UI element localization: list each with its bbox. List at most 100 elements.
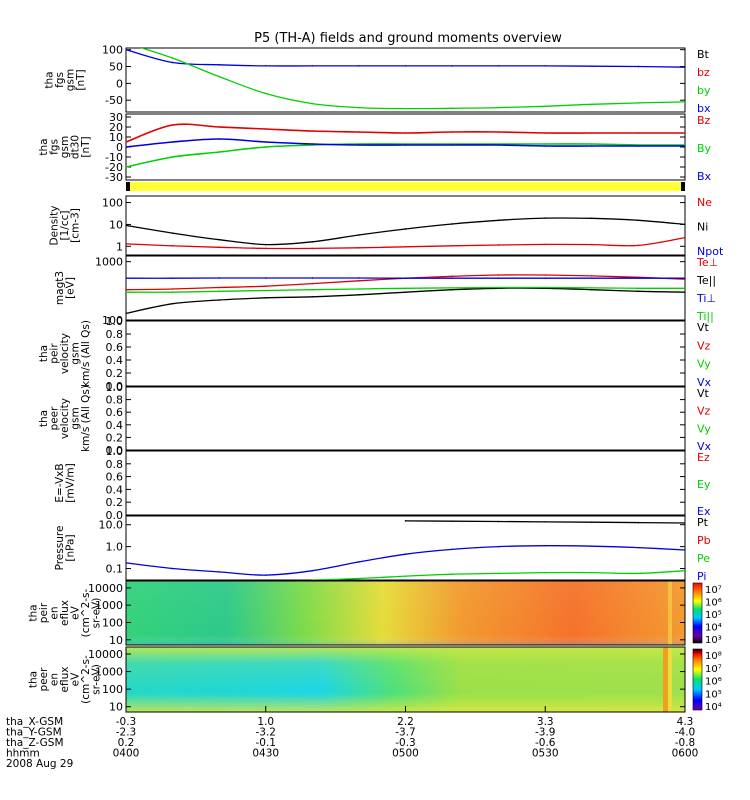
y-tick-label: 0.6	[106, 406, 124, 419]
data-point-bx	[171, 61, 174, 64]
data-point-by	[171, 57, 174, 59]
data-point-Ne	[311, 247, 314, 250]
data-point-Bx	[311, 143, 314, 145]
legend-entry: Bx	[697, 170, 712, 183]
y-tick-label: 1.0	[106, 381, 124, 394]
data-point-bx	[404, 65, 407, 67]
legend-entry: Pi	[697, 570, 706, 583]
y-tick-label: 50	[109, 61, 123, 74]
data-point-Te⊥	[497, 274, 500, 276]
data-point-Ti||	[684, 287, 685, 290]
data-point-by	[451, 107, 453, 110]
data-point-Te||	[591, 288, 593, 291]
x-axis-value: 0430	[252, 748, 279, 760]
panel-pressure: 10.0 1.0 0.1 Pressure[nPa] Pt Pb Pe Pi	[54, 515, 711, 583]
y-axis-label-line: [mV/m]	[64, 463, 76, 502]
data-point-Pe	[684, 569, 685, 572]
data-point-Ti||	[404, 287, 407, 290]
x-axis-value: -0.3	[395, 737, 416, 749]
spectrogram-gap	[668, 581, 672, 645]
y-tick-label: 1.0	[106, 541, 124, 554]
panel-vel_e: 1.00.80.60.40.20.0thapeervelocitygsmkm/s…	[38, 381, 712, 457]
data-point-Pi	[311, 569, 314, 572]
legend-entry: Vt	[697, 387, 710, 400]
legend-entry: By	[697, 142, 712, 155]
data-point-by	[544, 105, 547, 108]
series-line-by	[139, 48, 685, 110]
x-axis-value: -3.2	[256, 727, 277, 739]
panel-temp: 1000 100 magt3[eV] Te⊥ Te|| Ti⊥ Ti||	[54, 255, 718, 327]
data-point-Pt	[684, 522, 685, 524]
y-axis-label-line: sr-eV)	[91, 664, 103, 695]
data-point-Ti||	[358, 288, 360, 290]
data-point-Ni	[404, 228, 407, 230]
data-point-by	[218, 75, 220, 78]
legend-entry: Vy	[697, 358, 711, 371]
x-axis-value: 0600	[672, 748, 699, 760]
x-axis-value: 1.0	[257, 716, 274, 728]
y-axis-label-line: fgs	[54, 72, 66, 88]
panel-density: 100 10 1 Density[1/cc][cm-3] Ne Ni Npot	[49, 195, 724, 258]
y-tick-label: 0.6	[106, 341, 124, 354]
y-axis-label-line: tha	[28, 604, 40, 621]
y-axis-label-line: en	[49, 673, 61, 686]
data-point-Ni	[637, 219, 640, 222]
y-axis-label-line: fgs	[49, 139, 61, 155]
data-point-Ti⊥	[451, 277, 453, 280]
x-axis-value: -0.6	[535, 737, 556, 749]
x-axis-value: 3.3	[537, 716, 554, 728]
colorbar-tick-label: 10⁵	[705, 689, 722, 700]
legend-entry: Ne	[697, 196, 712, 209]
legend-fgs_dsl: Bz By Bx	[697, 114, 712, 183]
data-point-Te⊥	[591, 275, 593, 277]
data-point-Ti||	[218, 290, 220, 293]
y-axis-label-line: magt3	[54, 271, 66, 305]
data-point-Ni	[358, 234, 360, 236]
data-point-Ne	[126, 243, 127, 245]
y-tick-label: 1000	[95, 599, 123, 612]
x-axis-value: -4.0	[675, 727, 696, 739]
data-point-bx	[684, 66, 685, 68]
data-point-Pi	[218, 571, 220, 573]
data-point-Pi	[544, 544, 547, 547]
data-point-Ni	[497, 219, 500, 222]
y-tick-label: 100	[102, 683, 123, 696]
data-point-Ti||	[544, 286, 547, 289]
y-axis-label-line: [cm-3]	[70, 208, 82, 243]
y-axis-label-line: velocity	[59, 398, 71, 439]
data-point-Bz	[264, 128, 267, 130]
data-point-bx	[264, 65, 267, 67]
y-axis-label-line: Pressure	[54, 526, 66, 571]
data-point-Pt	[451, 520, 453, 522]
y-tick-label: -10	[105, 151, 123, 164]
panel-frame	[125, 113, 686, 181]
data-point-Bz	[684, 132, 685, 134]
data-point-Pt	[637, 521, 640, 524]
data-point-Pt	[404, 520, 407, 522]
y-axis-label-line: dt30	[70, 135, 82, 159]
data-point-Ne	[358, 247, 360, 249]
data-point-by	[125, 42, 127, 44]
series-line-Pe	[312, 570, 685, 580]
y-axis-label-line: eflux	[59, 600, 71, 626]
x-axis-date: 2008 Aug 29	[6, 758, 73, 770]
colorbar-tick-label: 10⁵	[705, 610, 722, 621]
y-axis-label: Density[1/cc][cm-3]	[49, 206, 82, 246]
data-point-bx	[544, 65, 547, 67]
data-point-Bz	[404, 132, 407, 134]
data-point-Pi	[451, 548, 453, 551]
data-point-Te||	[451, 288, 453, 291]
y-axis-label-line: peer	[49, 406, 61, 431]
y-axis-label-line: peir	[38, 602, 50, 623]
x-axis-row-label: tha_X-GSM	[6, 716, 63, 728]
y-axis-label-line: E=-VxB	[54, 463, 66, 502]
data-point-Te⊥	[264, 285, 267, 287]
y-tick-label: 0.0	[106, 444, 124, 457]
legend-entry: Bt	[697, 48, 710, 61]
y-axis-label-line: [nPa]	[64, 534, 76, 561]
